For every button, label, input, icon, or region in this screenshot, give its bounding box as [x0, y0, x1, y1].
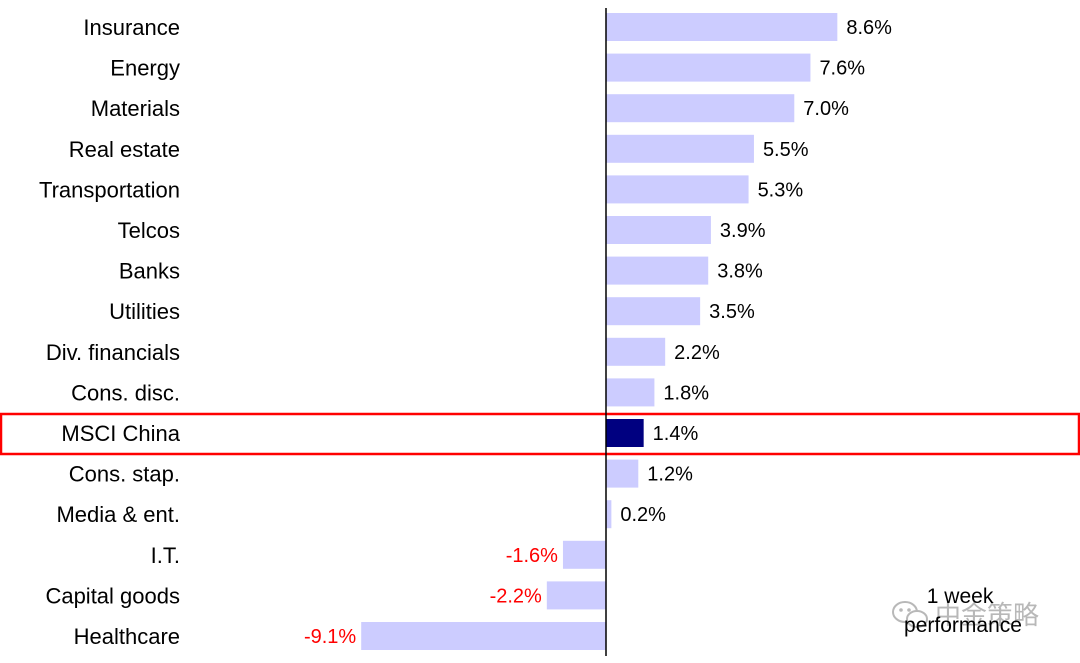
category-label: Banks	[119, 259, 180, 284]
annotation-text: 1 week performance	[904, 585, 1022, 637]
value-label: 3.9%	[720, 220, 766, 242]
chart-rows: Insurance 8.6% Energy 7.6% Materials 7.0% Real…	[39, 13, 892, 650]
value-label: 5.3%	[758, 179, 804, 201]
bar	[606, 175, 749, 204]
bar	[606, 256, 709, 285]
value-label: 1.4%	[653, 423, 699, 445]
bar	[562, 540, 606, 569]
watermark: 中金策略	[892, 601, 1039, 631]
highlight-bar	[606, 419, 644, 447]
category-label: Capital goods	[45, 583, 180, 608]
value-label: 2.2%	[674, 342, 720, 364]
bar	[606, 337, 666, 366]
bar	[606, 459, 639, 488]
category-label: I.T.	[151, 543, 180, 568]
value-label: 1.8%	[663, 382, 709, 404]
bar	[546, 581, 606, 610]
value-label: 3.5%	[709, 301, 755, 323]
category-label: Energy	[110, 56, 180, 81]
bar	[606, 134, 754, 163]
category-label: Div. financials	[46, 340, 180, 365]
watermark-text: 中金策略	[935, 601, 1039, 631]
value-label: -1.6%	[506, 545, 558, 567]
value-label: -2.2%	[490, 585, 542, 607]
category-label: Transportation	[39, 177, 180, 202]
category-label: Utilities	[109, 299, 180, 324]
bar	[606, 53, 811, 82]
bar	[361, 622, 606, 650]
bar	[606, 94, 795, 123]
value-label: 0.2%	[620, 504, 666, 526]
bar	[606, 297, 701, 326]
category-label: Media & ent.	[56, 502, 180, 527]
annotation-line-2: performance	[904, 614, 1022, 637]
bar	[606, 378, 655, 407]
category-label: Insurance	[83, 15, 180, 40]
annotation-line-1: 1 week	[927, 585, 994, 608]
category-label: Materials	[91, 96, 180, 121]
value-label: -9.1%	[304, 626, 356, 648]
category-label: Cons. disc.	[71, 380, 180, 405]
value-label: 1.2%	[647, 464, 693, 486]
bar	[606, 500, 612, 529]
category-label: Healthcare	[74, 624, 180, 649]
highlight-box	[0, 412, 1080, 456]
bar	[606, 13, 838, 41]
category-label: MSCI China	[61, 421, 180, 446]
value-label: 3.8%	[717, 261, 763, 283]
bar	[606, 216, 711, 244]
value-label: 7.6%	[819, 58, 865, 80]
category-label: Telcos	[118, 218, 180, 243]
wechat-icon	[892, 601, 928, 628]
value-label: 7.0%	[803, 98, 849, 120]
value-label: 5.5%	[763, 139, 809, 161]
category-label: Cons. stap.	[69, 462, 180, 487]
category-label: Real estate	[69, 137, 180, 162]
value-label: 8.6%	[846, 17, 892, 39]
